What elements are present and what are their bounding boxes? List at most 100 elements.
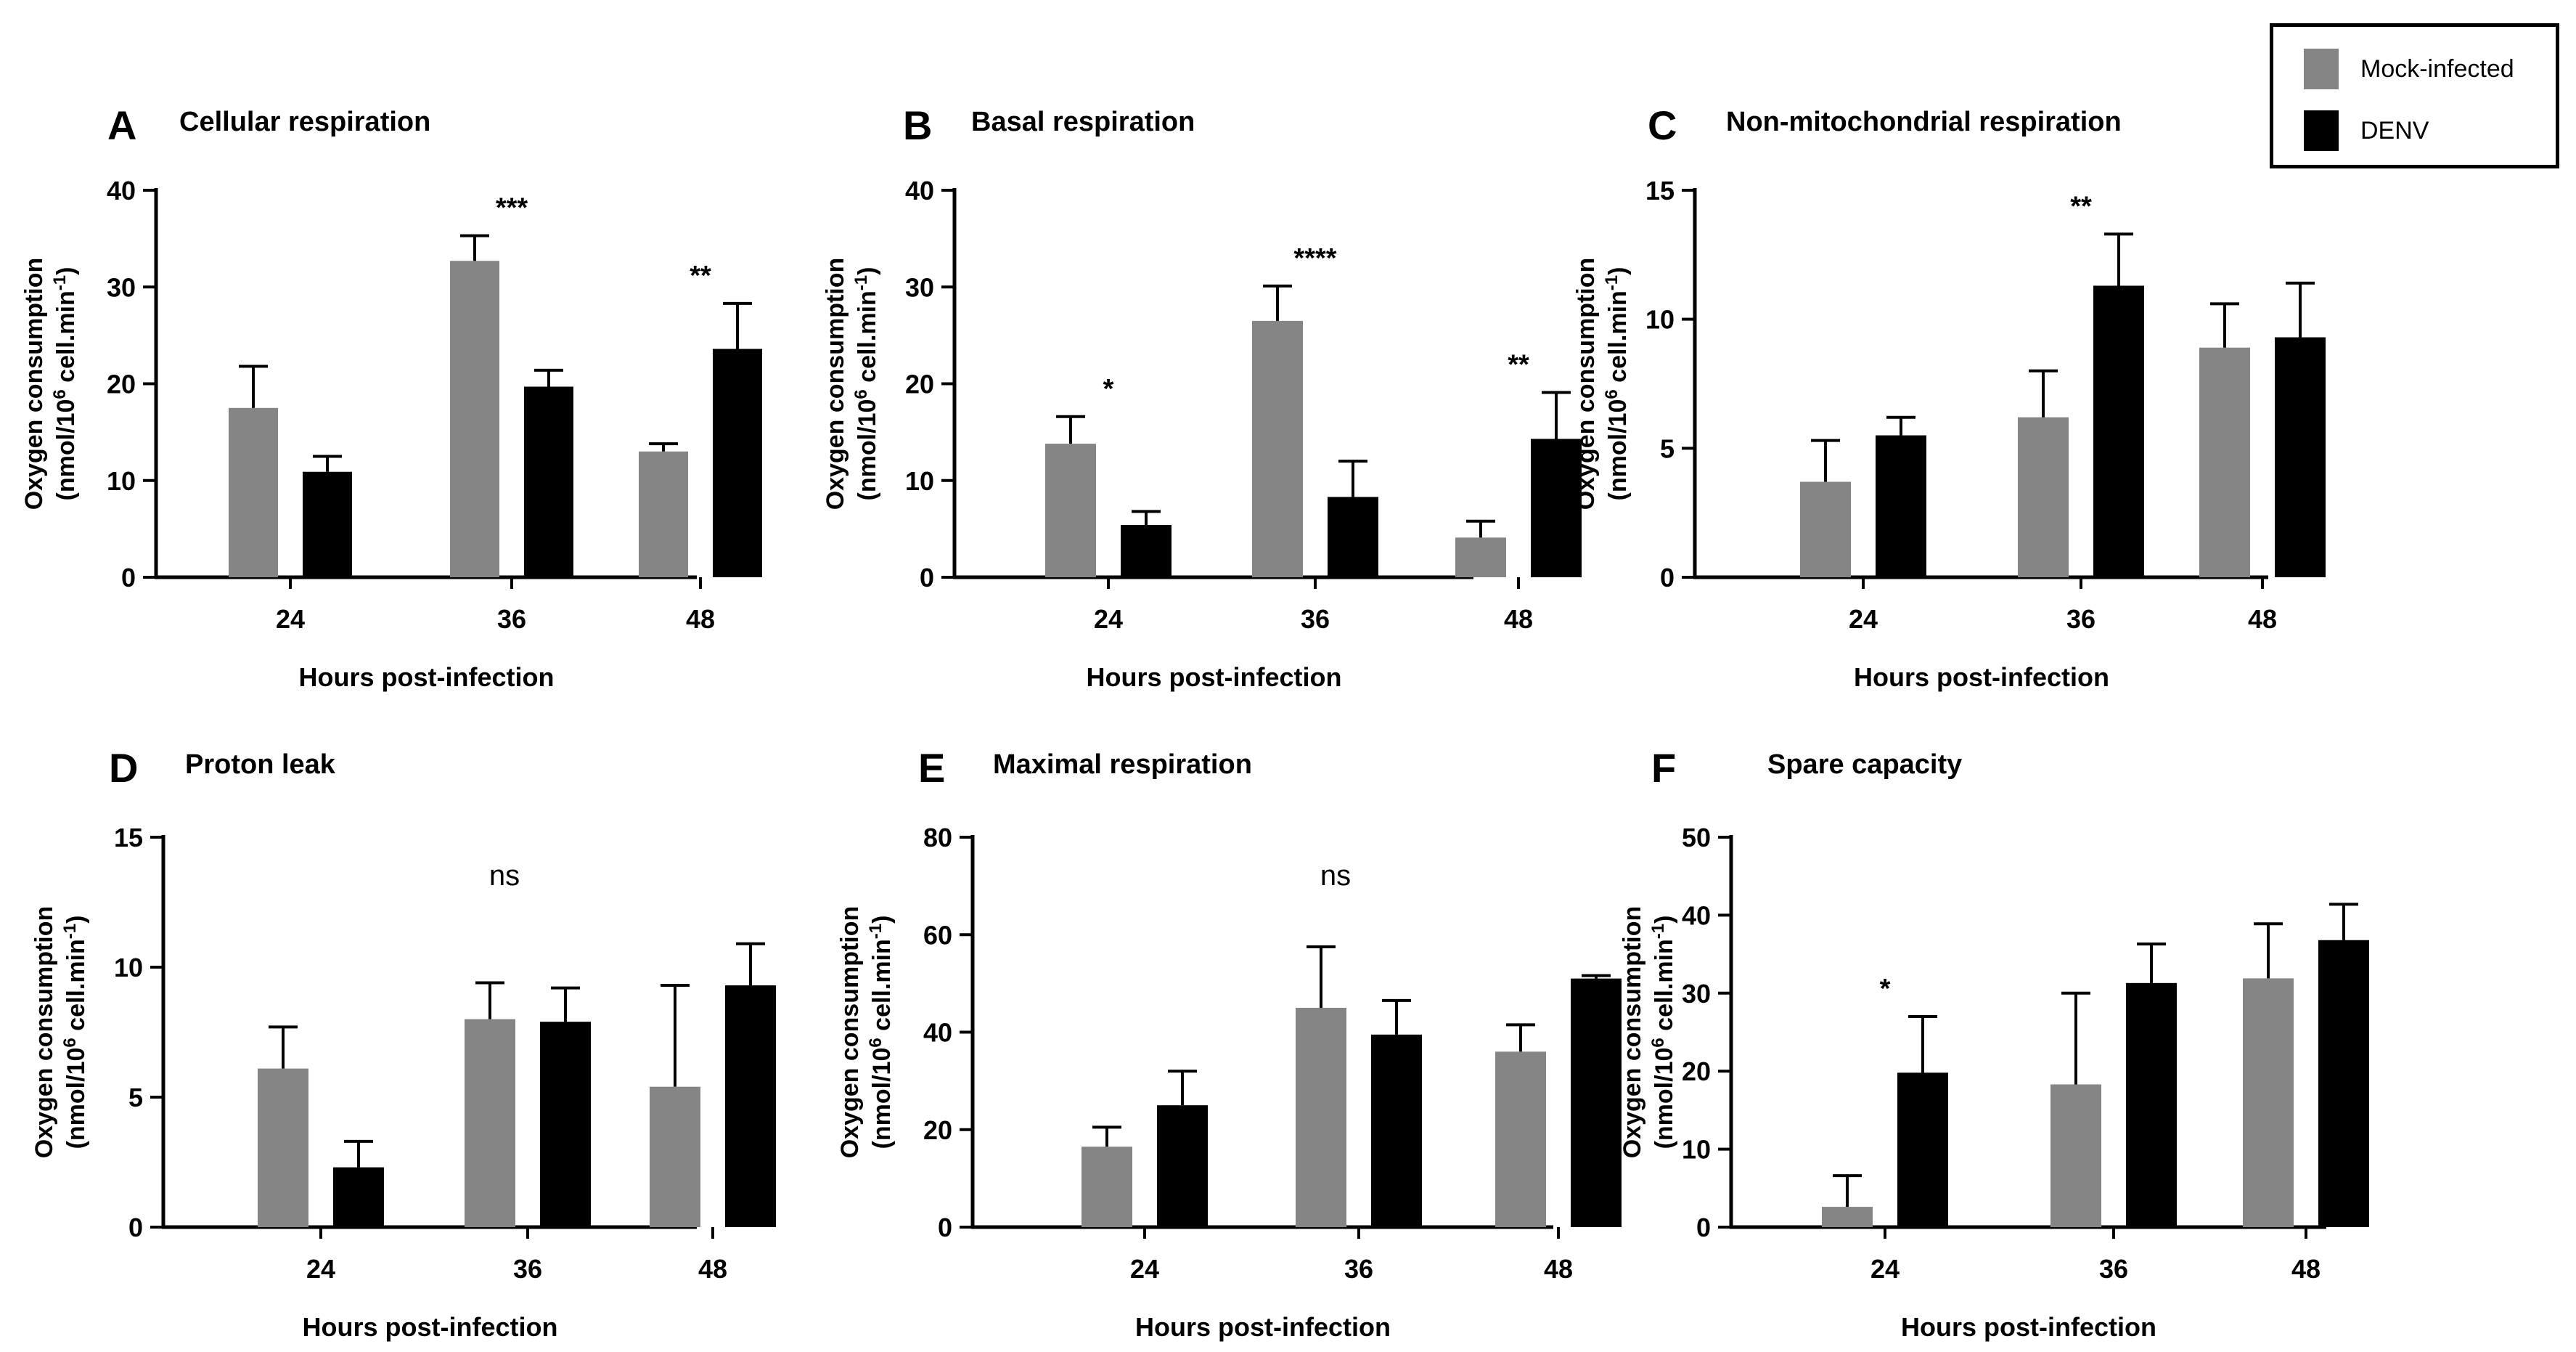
- bar-mock-48: [639, 451, 688, 577]
- y-axis-label-line2: (nmol/106 cell.min-1): [851, 267, 881, 501]
- bar-denv-24: [1876, 435, 1926, 577]
- significance-label: *: [1880, 974, 1891, 1004]
- y-tick-label: 5: [1660, 433, 1675, 463]
- y-axis-label-line2: (nmol/106 cell.min-1): [50, 267, 80, 501]
- bar-mock-48: [1495, 1051, 1546, 1227]
- bar-mock-24: [1800, 481, 1851, 577]
- x-axis-label: Hours post-infection: [1087, 662, 1342, 692]
- panel-letter: A: [107, 102, 136, 148]
- panel-c: C Non-mitochondrial respiration 0 5 10 15 24 36…: [1572, 102, 2326, 692]
- panel-e: E Maximal respiration 0 20 40 60 80 24 36 48 Hours…: [836, 745, 1622, 1342]
- bar-denv-36: [1371, 1034, 1422, 1227]
- x-axis-label: Hours post-infection: [1135, 1312, 1391, 1342]
- x-tick-label: 36: [497, 604, 526, 634]
- bar-mock-36: [1252, 320, 1303, 577]
- y-tick-label: 0: [1660, 563, 1675, 592]
- panel-title: Maximal respiration: [993, 749, 1252, 780]
- x-tick-label: 24: [1849, 604, 1878, 634]
- y-tick-label: 40: [1682, 900, 1711, 930]
- y-tick-label: 5: [128, 1083, 143, 1112]
- x-tick-label: 36: [1301, 604, 1330, 634]
- y-tick-label: 30: [107, 272, 136, 302]
- bar-denv-24: [1121, 525, 1172, 577]
- panel-title: Basal respiration: [971, 107, 1195, 137]
- panel-f: F Spare capacity 0 10 20 30 40 50 24 36 48 Hours po…: [1619, 745, 2369, 1342]
- y-axis-label-line2: (nmol/106 cell.min-1): [866, 916, 896, 1149]
- x-tick-label: 48: [2248, 604, 2277, 634]
- panel-letter: E: [918, 745, 945, 791]
- legend-label-mock: Mock-infected: [2360, 54, 2514, 83]
- bar-denv-24: [1157, 1105, 1208, 1227]
- y-axis-label-line1: Oxygen consumption: [20, 258, 48, 510]
- y-axis-label-line1: Oxygen consumption: [30, 906, 58, 1159]
- bar-mock-48: [1455, 537, 1506, 577]
- x-tick-label: 48: [2291, 1254, 2321, 1284]
- significance-label: **: [1508, 349, 1529, 380]
- bar-denv-24: [303, 471, 352, 577]
- y-tick-label: 20: [923, 1115, 952, 1145]
- x-tick-label: 48: [1544, 1254, 1573, 1284]
- bar-denv-48: [1571, 978, 1622, 1227]
- panel-d: D Proton leak 0 5 10 15 24 36 48 Hours post-infec…: [30, 745, 776, 1342]
- panel-a: A Cellular respiration 0 10 20 30 40 24 36 48 Hour…: [20, 102, 762, 692]
- y-axis-label: Oxygen consumption (nmol/106 cell.min-1): [822, 258, 881, 510]
- bar-denv-48: [725, 985, 776, 1227]
- y-tick-label: 40: [923, 1018, 952, 1048]
- x-axis-label: Hours post-infection: [303, 1312, 558, 1342]
- bar-denv-48: [713, 349, 762, 577]
- y-tick-label: 15: [1645, 176, 1675, 205]
- y-tick-label: 40: [107, 176, 136, 205]
- y-axis-label: Oxygen consumption (nmol/106 cell.min-1): [20, 258, 80, 510]
- panel-b: B Basal respiration 0 10 20 30 40 24 36 48 Hours p…: [822, 102, 1582, 692]
- x-tick-label: 24: [1130, 1254, 1159, 1284]
- y-tick-label: 20: [1682, 1056, 1711, 1086]
- bar-mock-24: [1822, 1207, 1873, 1227]
- y-axis-label-line2: (nmol/106 cell.min-1): [1648, 916, 1678, 1149]
- y-tick-label: 0: [938, 1213, 952, 1242]
- y-tick-label: 60: [923, 920, 952, 950]
- x-axis-label: Hours post-infection: [1854, 662, 2109, 692]
- y-tick-label: 15: [114, 823, 143, 852]
- y-axis-label-line2: (nmol/106 cell.min-1): [60, 916, 90, 1149]
- bar-mock-36: [2018, 417, 2069, 577]
- y-tick-label: 30: [905, 272, 934, 302]
- panel-letter: D: [109, 745, 138, 791]
- x-tick-label: 48: [1504, 604, 1533, 634]
- bar-denv-36: [2126, 982, 2177, 1227]
- legend-swatch-denv: [2304, 110, 2339, 151]
- y-tick-label: 30: [1682, 979, 1711, 1009]
- y-tick-label: 80: [923, 823, 952, 852]
- significance-label: **: [2070, 191, 2092, 221]
- y-axis-label: Oxygen consumption (nmol/106 cell.min-1): [30, 906, 90, 1159]
- y-tick-label: 10: [107, 466, 136, 496]
- bar-mock-36: [1296, 1007, 1346, 1227]
- bar-denv-48: [2275, 337, 2326, 577]
- bar-mock-36: [2050, 1084, 2101, 1227]
- y-axis-label-line1: Oxygen consumption: [836, 906, 864, 1159]
- legend-label-denv: DENV: [2360, 116, 2429, 144]
- y-tick-label: 20: [905, 370, 934, 399]
- bar-mock-36: [450, 261, 499, 577]
- x-tick-label: 36: [2066, 604, 2095, 634]
- legend-item-denv: DENV: [2304, 110, 2429, 151]
- bar-denv-36: [524, 386, 573, 577]
- y-tick-label: 10: [1645, 305, 1675, 335]
- y-axis-label-line1: Oxygen consumption: [1572, 258, 1600, 510]
- panel-title: Non-mitochondrial respiration: [1726, 107, 2122, 137]
- bar-denv-24: [333, 1167, 384, 1227]
- significance-label: *: [1103, 374, 1114, 404]
- y-tick-label: 0: [1696, 1213, 1711, 1242]
- y-axis-label: Oxygen consumption (nmol/106 cell.min-1): [836, 906, 896, 1159]
- x-tick-label: 36: [1344, 1254, 1373, 1284]
- bar-mock-24: [1081, 1147, 1132, 1227]
- y-tick-label: 20: [107, 370, 136, 399]
- x-tick-label: 36: [513, 1254, 542, 1284]
- x-tick-label: 24: [1870, 1254, 1900, 1284]
- bar-mock-48: [650, 1086, 700, 1227]
- y-axis-label-line1: Oxygen consumption: [822, 258, 849, 510]
- x-axis-label: Hours post-infection: [1901, 1312, 2156, 1342]
- x-tick-label: 24: [306, 1254, 335, 1284]
- significance-label: ****: [1293, 243, 1336, 274]
- legend: Mock-infected DENV: [2270, 23, 2559, 168]
